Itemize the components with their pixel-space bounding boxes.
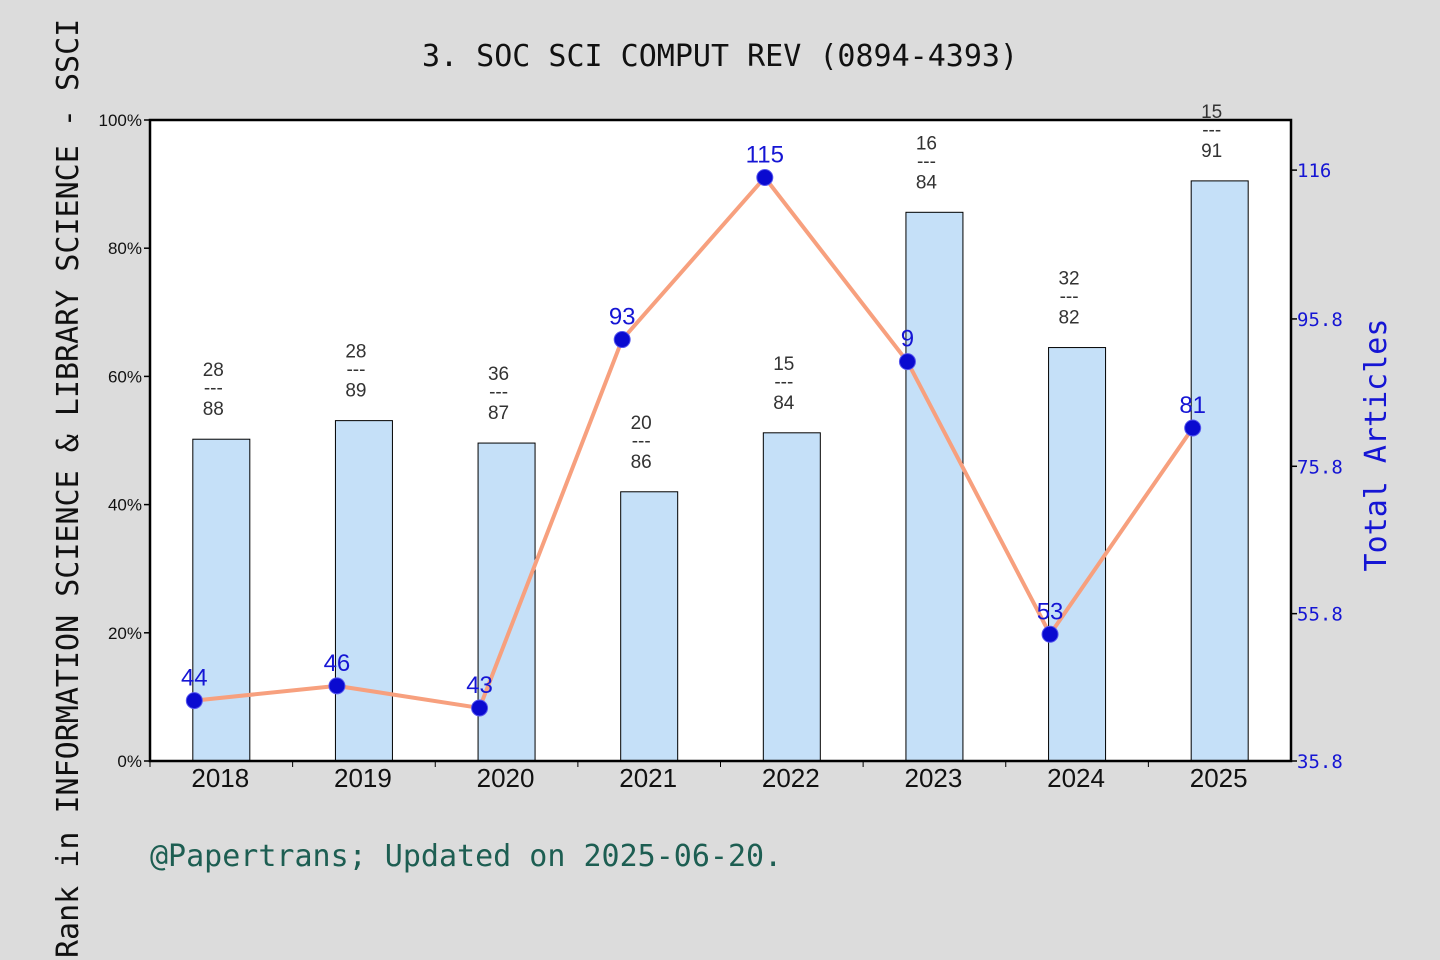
y-axis-right-label: Total Articles [1359, 319, 1394, 572]
x-tick-label-2023: 2023 [905, 763, 963, 793]
rank-denominator-2023: 84 [916, 172, 938, 193]
right-tick-label: 116 [1297, 160, 1331, 182]
x-tick-label-2018: 2018 [191, 763, 249, 793]
footer-note: @Papertrans; Updated on 2025-06-20. [150, 839, 782, 874]
rank-separator-2019: --- [346, 360, 365, 381]
left-tick-label: 20% [108, 624, 142, 643]
articles-point-2025 [1184, 419, 1202, 437]
left-tick-label: 0% [117, 752, 142, 771]
rank-numerator-2022: 15 [773, 354, 794, 375]
articles-point-2021 [613, 331, 631, 349]
articles-point-2024 [1041, 625, 1059, 643]
rank-denominator-2018: 88 [203, 399, 224, 420]
articles-point-2020 [471, 699, 489, 717]
bar-2019 [334, 420, 393, 762]
rank-separator-2018: --- [204, 378, 223, 399]
x-tick-label-2021: 2021 [619, 763, 677, 793]
rank-separator-2025: --- [1202, 120, 1221, 141]
bar-2022 [762, 432, 821, 762]
x-tick-label-2022: 2022 [762, 763, 820, 793]
articles-point-2018 [185, 692, 203, 710]
rank-denominator-2019: 89 [345, 381, 366, 402]
rank-numerator-2023: 16 [916, 133, 937, 154]
x-tick-label-2019: 2019 [334, 763, 392, 793]
left-tick-label: 60% [108, 367, 142, 386]
rank-separator-2021: --- [632, 431, 651, 452]
rank-separator-2023: --- [917, 151, 936, 172]
articles-value-label-2019: 46 [324, 650, 351, 677]
rank-numerator-2018: 28 [203, 360, 224, 381]
rank-denominator-2021: 86 [631, 452, 652, 473]
bar-2021 [620, 491, 679, 762]
right-tick-label: 35.8 [1297, 751, 1343, 773]
articles-value-label-2024: 53 [1037, 598, 1064, 625]
left-tick-label: 100% [99, 111, 142, 130]
bar-2020 [477, 442, 536, 762]
y-axis-left-label: Rank in INFORMATION SCIENCE & LIBRARY SC… [51, 19, 86, 958]
x-tick-label-2020: 2020 [477, 763, 535, 793]
left-tick-label: 80% [108, 239, 142, 258]
articles-value-label-2025: 81 [1179, 392, 1206, 419]
bar-2024 [1048, 347, 1107, 762]
rank-separator-2024: --- [1060, 287, 1079, 308]
right-tick-label: 75.8 [1297, 456, 1343, 478]
rank-denominator-2022: 84 [773, 393, 795, 414]
rank-numerator-2020: 36 [488, 364, 509, 385]
rank-numerator-2021: 20 [631, 413, 652, 434]
rank-numerator-2025: 15 [1201, 102, 1222, 123]
x-tick-label-2025: 2025 [1190, 763, 1248, 793]
right-tick-label: 95.8 [1297, 309, 1343, 331]
chart-title: 3. SOC SCI COMPUT REV (0894-4393) [422, 39, 1018, 74]
bar-2018 [192, 438, 251, 762]
articles-point-2019 [328, 677, 346, 695]
articles-value-label-2021: 93 [609, 304, 636, 331]
rank-denominator-2025: 91 [1201, 141, 1222, 162]
articles-point-2023 [898, 353, 916, 371]
articles-value-label-2018: 44 [181, 665, 208, 692]
articles-line [194, 175, 1195, 710]
x-tick-label-2024: 2024 [1047, 763, 1105, 793]
articles-value-label-2020: 43 [466, 672, 493, 699]
articles-value-label-2022: 115 [746, 141, 784, 168]
plot-background [150, 120, 1291, 761]
rank-numerator-2024: 32 [1058, 269, 1079, 290]
articles-value-label-2023: 9 [901, 326, 914, 353]
bar-2025 [1190, 180, 1249, 762]
articles-point-2022 [756, 168, 774, 186]
right-tick-label: 55.8 [1297, 604, 1343, 626]
rank-denominator-2020: 87 [488, 403, 509, 424]
left-tick-label: 40% [108, 496, 142, 515]
rank-separator-2020: --- [489, 382, 508, 403]
rank-separator-2022: --- [774, 372, 793, 393]
bar-2023 [905, 211, 964, 762]
rank-numerator-2019: 28 [345, 342, 366, 363]
rank-denominator-2024: 82 [1058, 308, 1079, 329]
